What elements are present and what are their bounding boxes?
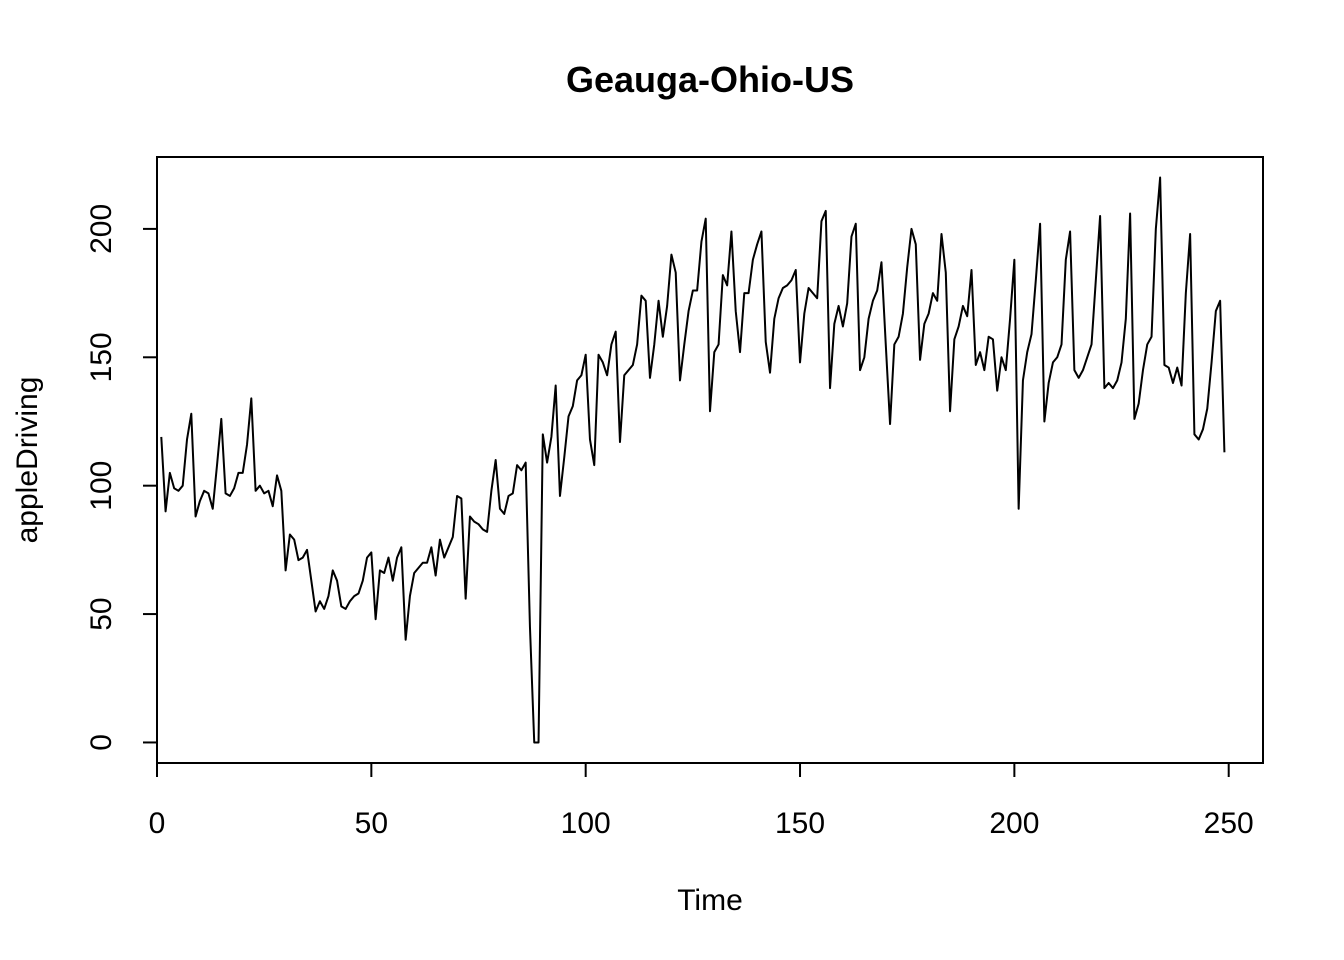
y-axis-label: appleDriving bbox=[11, 377, 44, 544]
series-line bbox=[160, 176, 1226, 744]
x-axis: 0 50 100 150 200 250 bbox=[149, 762, 1254, 840]
x-tick-label: 0 bbox=[149, 807, 166, 840]
x-axis-label: Time bbox=[677, 884, 743, 917]
y-tick-label: 0 bbox=[85, 734, 118, 751]
x-tick-label: 50 bbox=[355, 807, 388, 840]
y-axis: 0 50 100 150 200 bbox=[85, 204, 158, 751]
y-tick-label: 100 bbox=[85, 461, 118, 511]
x-tick-label: 150 bbox=[775, 807, 825, 840]
x-tick-label: 250 bbox=[1204, 807, 1254, 840]
x-tick-label: 100 bbox=[561, 807, 611, 840]
y-tick-label: 150 bbox=[85, 332, 118, 382]
y-tick-label: 200 bbox=[85, 204, 118, 254]
y-tick-label: 50 bbox=[85, 597, 118, 630]
series-layer bbox=[160, 176, 1226, 744]
x-tick-label: 200 bbox=[989, 807, 1039, 840]
chart-title: Geauga-Ohio-US bbox=[566, 59, 854, 100]
